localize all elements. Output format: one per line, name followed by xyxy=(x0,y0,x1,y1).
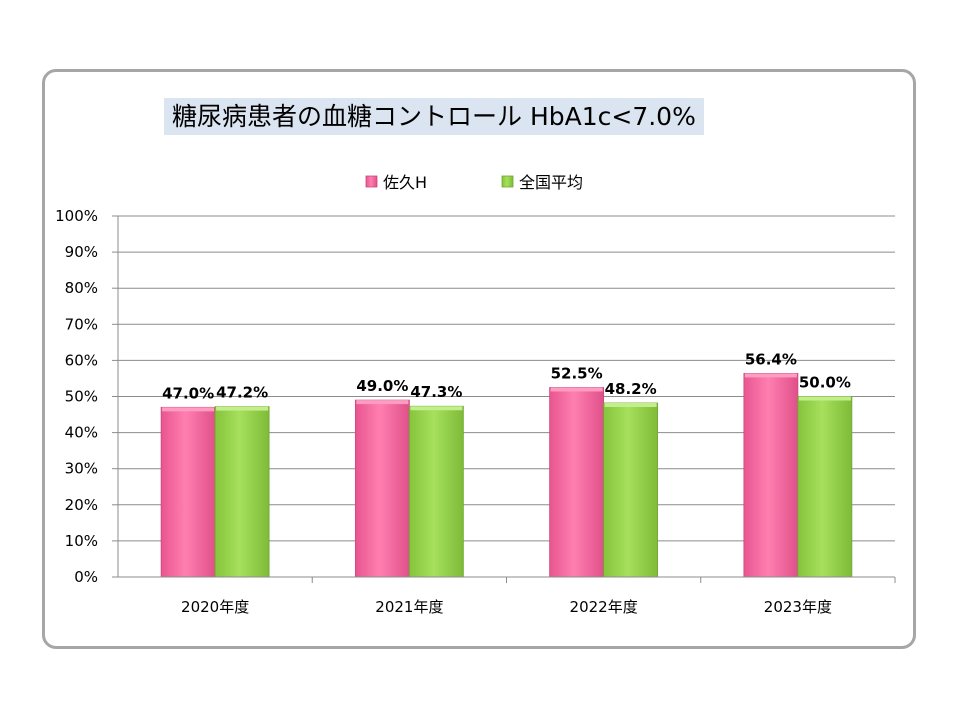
data-label: 52.5% xyxy=(551,364,603,382)
y-tick-label: 90% xyxy=(65,243,98,261)
data-label: 56.4% xyxy=(745,350,797,368)
legend-swatch xyxy=(365,175,378,188)
bar-top-highlight xyxy=(162,407,215,412)
bar-saku xyxy=(743,372,799,578)
y-tick-label: 20% xyxy=(65,496,98,514)
legend-swatch xyxy=(501,175,514,188)
bar-national xyxy=(408,405,464,578)
x-category-label: 2021年度 xyxy=(375,598,443,616)
bar-top-highlight xyxy=(550,387,603,392)
bar-saku xyxy=(549,387,605,578)
bar-saku xyxy=(354,399,410,578)
y-tick-label: 50% xyxy=(65,388,98,406)
y-tick-label: 60% xyxy=(65,351,98,369)
data-label: 47.2% xyxy=(216,384,268,402)
bar-national xyxy=(214,406,270,578)
y-tick-label: 80% xyxy=(65,279,98,297)
bar-top-highlight xyxy=(216,406,269,411)
legend-label: 佐久H xyxy=(383,173,427,192)
bar-saku xyxy=(160,406,216,578)
bar-national xyxy=(797,396,853,578)
y-tick-label: 0% xyxy=(74,568,98,586)
bar-top-highlight xyxy=(604,402,657,407)
y-tick-label: 100% xyxy=(55,207,98,225)
chart-title: 糖尿病患者の血糖コントロール HbA1c<7.0% xyxy=(164,98,704,135)
x-category-label: 2022年度 xyxy=(570,598,638,616)
y-tick-label: 10% xyxy=(65,532,98,550)
bar-top-highlight xyxy=(410,406,463,411)
data-label: 50.0% xyxy=(799,374,851,392)
bar-top-highlight xyxy=(798,396,851,401)
bar-top-highlight xyxy=(744,373,797,378)
data-label: 47.0% xyxy=(162,384,214,402)
data-label: 49.0% xyxy=(356,377,408,395)
x-category-label: 2020年度 xyxy=(181,598,249,616)
y-tick-label: 70% xyxy=(65,315,98,333)
bar-national xyxy=(603,402,659,578)
legend-label: 全国平均 xyxy=(519,173,583,192)
data-label: 47.3% xyxy=(410,383,462,401)
y-tick-label: 40% xyxy=(65,424,98,442)
y-tick-label: 30% xyxy=(65,460,98,478)
data-label: 48.2% xyxy=(605,380,657,398)
bar-top-highlight xyxy=(356,400,409,405)
x-category-label: 2023年度 xyxy=(764,598,832,616)
